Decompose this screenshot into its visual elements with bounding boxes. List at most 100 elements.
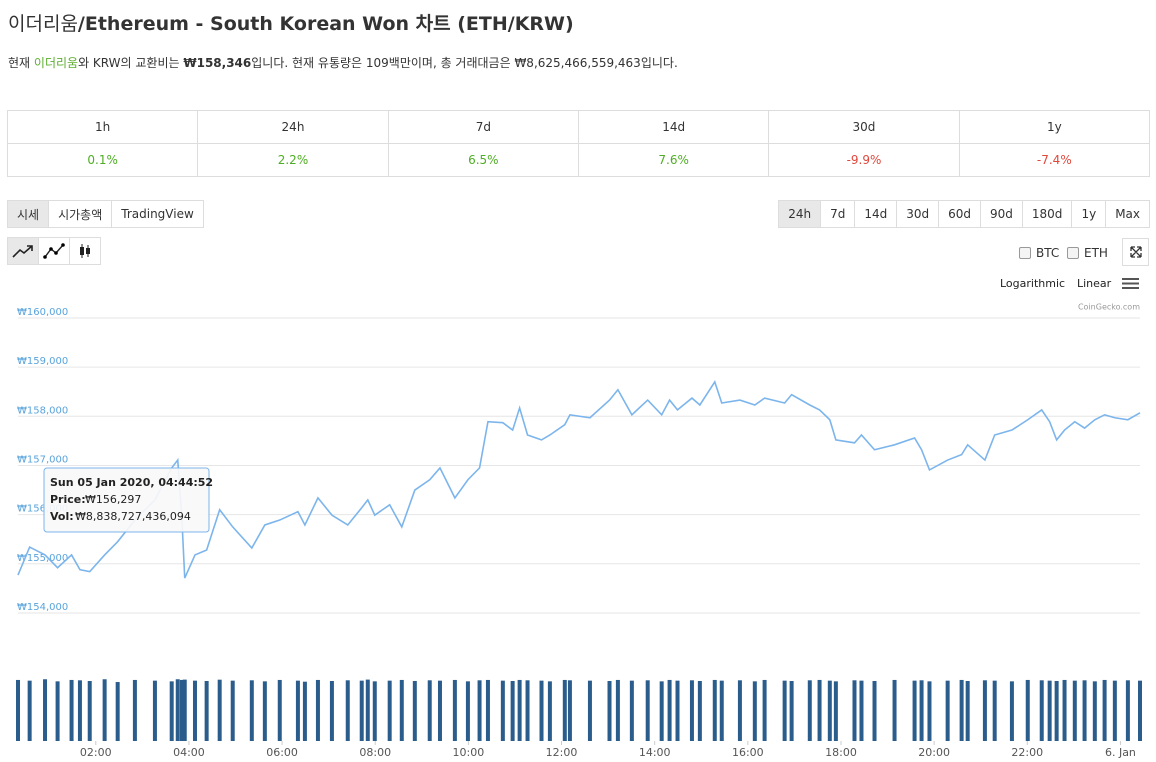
compare-checkbox[interactable]: ETH [1067, 246, 1108, 260]
x-tick-label: 20:00 [918, 746, 950, 759]
x-tick-label: 16:00 [732, 746, 764, 759]
volume-bar [912, 680, 917, 741]
checkbox[interactable] [1067, 247, 1079, 259]
volume-bar [645, 680, 650, 741]
y-tick-label: ₩155,000 [17, 553, 68, 564]
volume-bar [872, 680, 877, 741]
range-button[interactable]: 24h [778, 200, 822, 228]
volume-bar [365, 679, 370, 741]
volume-bar [192, 680, 197, 741]
volume-bar [817, 679, 822, 741]
volume-bar [762, 679, 767, 741]
volume-bar [539, 680, 544, 741]
volume-bar [262, 681, 267, 741]
volume-bar [359, 680, 364, 741]
change-cell: 2.2% [197, 143, 389, 177]
volume-bar [892, 679, 897, 741]
volume-bar [517, 679, 522, 741]
desc-price: ₩158,346 [183, 56, 252, 70]
period-cell: 7d [387, 110, 579, 144]
volume-bar [927, 681, 932, 741]
change-table: 1h 24h 7d 14d 30d 1y 0.1% 2.2% 6.5% 7.6% -9.9% -7.4… [6, 110, 1151, 177]
volume-bar [992, 680, 997, 741]
chart-style-buttons [7, 237, 101, 265]
volume-bar [27, 680, 32, 741]
fullscreen-button[interactable] [1122, 238, 1149, 266]
checkbox[interactable] [1019, 247, 1031, 259]
range-button[interactable]: 60d [938, 200, 982, 228]
volume-bar [152, 680, 157, 741]
volume-bar [399, 679, 404, 741]
volume-bar [1054, 680, 1059, 741]
volume-bar [607, 680, 612, 741]
period-cell: 30d [768, 110, 960, 144]
range-button[interactable]: Max [1105, 200, 1150, 228]
change-cell: 0.1% [6, 143, 199, 177]
chart-tab[interactable]: 시세 [7, 200, 50, 228]
volume-bar [102, 679, 107, 741]
volume-bar [465, 681, 470, 741]
y-tick-label: ₩160,000 [17, 307, 68, 318]
volume-bar [667, 679, 672, 741]
volume-bar [230, 680, 235, 741]
volume-bar [452, 679, 457, 741]
volume-bar [179, 679, 184, 741]
volume-bar [1125, 680, 1130, 741]
title-rest: /Ethereum - South Korean Won 차트 (ETH/KRW… [77, 13, 574, 35]
volume-bar [329, 680, 334, 741]
volume-bar [982, 680, 987, 741]
range-button[interactable]: 7d [820, 200, 856, 228]
volume-bar [387, 680, 392, 741]
range-button[interactable]: 1y [1071, 200, 1107, 228]
volume-bar [249, 680, 254, 741]
volume-bar [659, 681, 664, 741]
volume-bar [1138, 680, 1142, 741]
volume-bar [69, 679, 74, 741]
description: 현재 이더리움와 KRW의 교환비는 ₩158,346입니다. 현재 유통량은 … [8, 54, 678, 71]
change-cell: 7.6% [577, 143, 770, 177]
chart-tabs: 시세 시가총액 TradingView [7, 200, 204, 228]
volume-bar [1112, 680, 1117, 741]
range-button[interactable]: 30d [896, 200, 940, 228]
volume-bar [525, 680, 530, 741]
change-cell: -7.4% [958, 143, 1151, 177]
range-button[interactable]: 90d [980, 200, 1023, 228]
tooltip-price: ₩156,297 [85, 493, 141, 506]
volume-bar [115, 682, 120, 741]
x-tick-label: 22:00 [1011, 746, 1043, 759]
linear-scale-option[interactable]: Linear [1077, 277, 1112, 290]
volume-bar [87, 680, 92, 741]
range-button[interactable]: 180d [1021, 200, 1073, 228]
desc-suffix: 입니다. 현재 유통량은 109백만이며, 총 거래대금은 ₩8,625,466… [251, 56, 678, 70]
volume-bar [1009, 681, 1014, 741]
volume-bar [675, 680, 680, 741]
chart-tab[interactable]: 시가총액 [48, 200, 113, 228]
volume-bar [43, 679, 48, 741]
volume-bar [437, 680, 442, 741]
range-button[interactable]: 14d [854, 200, 898, 228]
line-style-button[interactable] [7, 237, 39, 265]
volume-bar [567, 680, 572, 741]
chart-tab[interactable]: TradingView [111, 200, 204, 228]
compare-checkbox[interactable]: BTC [1019, 246, 1059, 260]
volume-bar [697, 680, 702, 741]
page-title: 이더리움/Ethereum - South Korean Won 차트 (ETH… [8, 9, 574, 36]
y-tick-label: ₩154,000 [17, 602, 68, 613]
volume-bar [852, 680, 857, 741]
volume-bar [752, 681, 757, 741]
x-tick-label: 18:00 [825, 746, 857, 759]
change-cell: -9.9% [768, 143, 960, 177]
candle-style-button[interactable] [69, 237, 101, 265]
volume-bar [412, 680, 417, 741]
price-line [17, 380, 1141, 579]
y-tick-label: ₩158,000 [17, 405, 68, 416]
volume-bar [1025, 679, 1030, 741]
menu-icon[interactable] [1122, 277, 1139, 290]
volume-bar [1047, 680, 1052, 741]
coin-link[interactable]: 이더리움 [33, 56, 79, 70]
log-scale-option[interactable]: Logarithmic [1000, 277, 1066, 290]
period-cell: 24h [197, 110, 389, 144]
y-tick-label: ₩156,000 [17, 504, 68, 515]
point-style-button[interactable] [38, 237, 70, 265]
candle-icon [80, 244, 90, 258]
